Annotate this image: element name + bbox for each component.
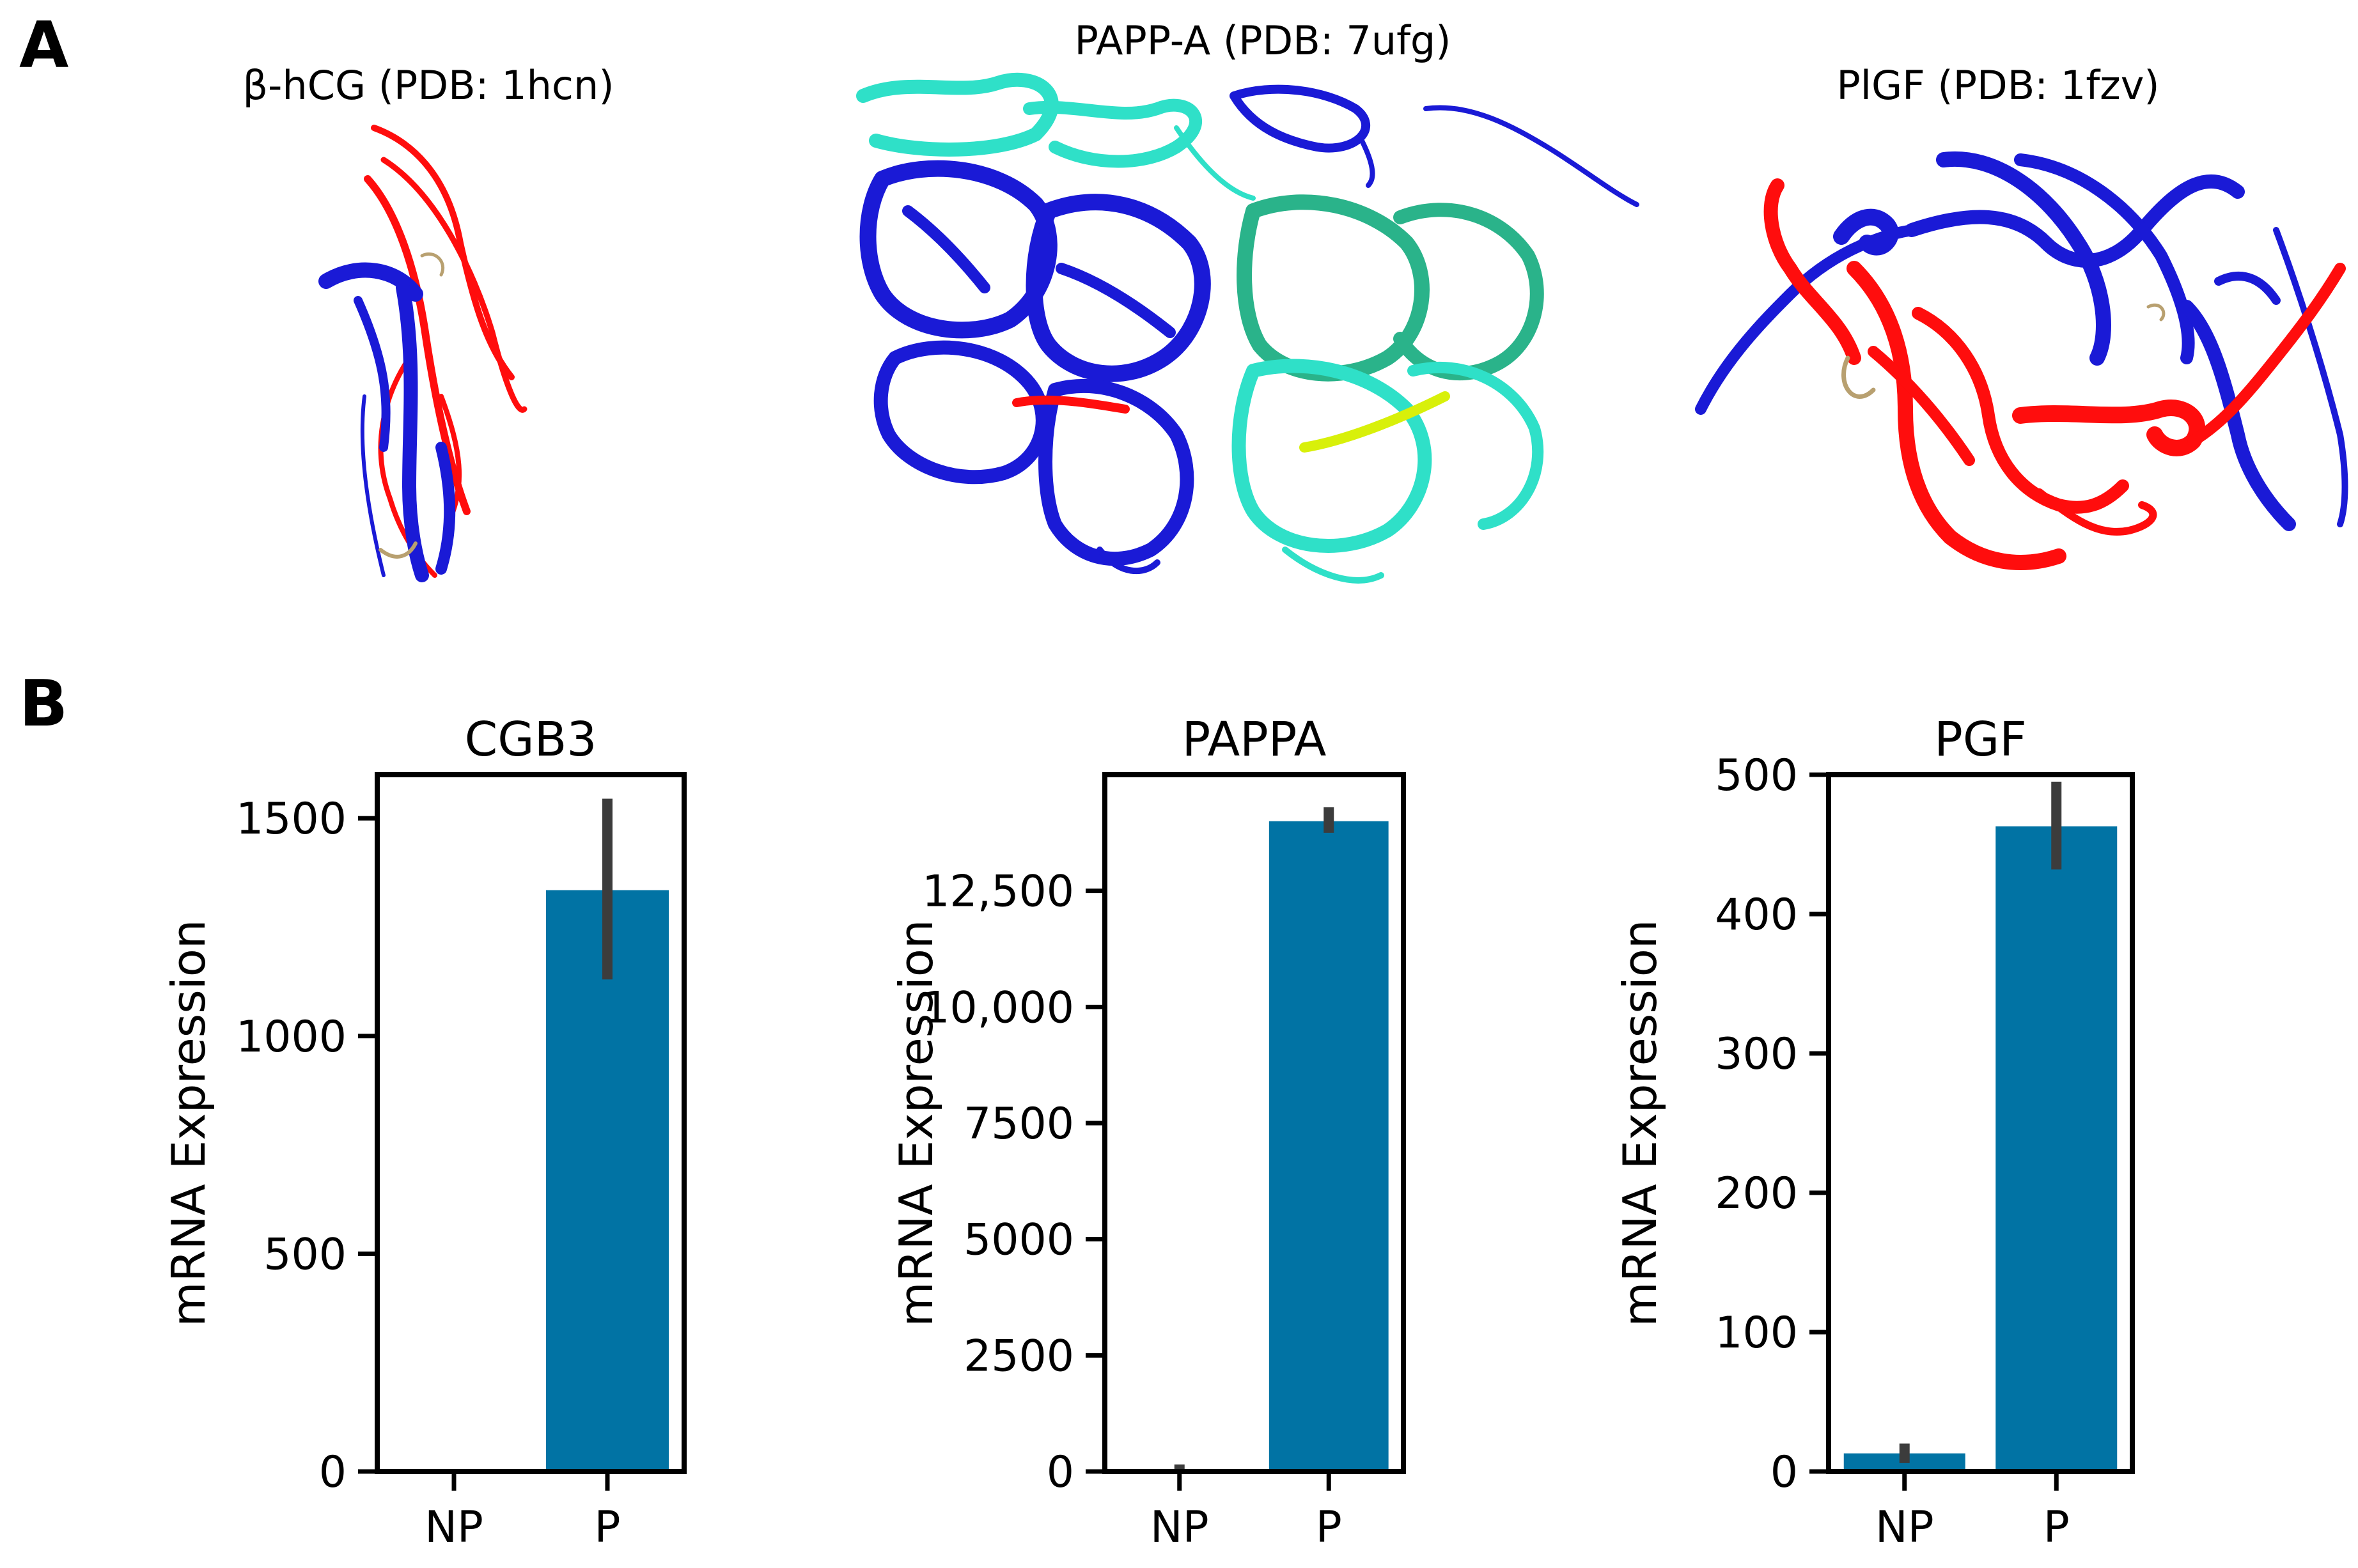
y-tick-label: 500 [263,1229,347,1280]
protein-ribbon-icon-1hcn [318,125,527,582]
chart-3: 0 100 200 300 400 500 NP P PGF mRNA Expression [1613,712,2135,1553]
x-tick-label: NP [1875,1502,1934,1553]
chart-2: 0 2500 5000 7500 10,000 12,500 NP P PAPPA mRNA Ex… [889,712,1406,1553]
y-tick-label: 0 [1770,1447,1798,1498]
y-tick-label: 300 [1715,1029,1798,1080]
structure-title-3: PlGF (PDB: 1fzv) [1836,62,2159,109]
y-tick-label: 10,000 [922,982,1074,1033]
structure-title-1: β-hCG (PDB: 1hcn) [242,62,614,109]
panel-b-label: B [19,666,68,741]
y-axis-label: mRNA Expression [162,920,215,1327]
chart-1: 0 500 1000 1500 NP P CGB3 mRNA Expression [162,712,687,1553]
structure-title-2: PAPP-A (PDB: 7ufg) [1075,17,1451,64]
plot-frame [1826,772,2135,1474]
chart-title: PGF [1934,712,2027,767]
y-tick-label: 0 [319,1447,347,1498]
x-tick-label: P [2043,1502,2070,1553]
chart-title: PAPPA [1182,712,1327,767]
y-tick-label: 0 [1047,1447,1074,1498]
x-tick-label: NP [425,1502,483,1553]
y-tick-label: 400 [1715,890,1798,940]
bar-p [1269,821,1389,1471]
y-tick-label: 2500 [964,1331,1074,1381]
y-tick-label: 200 [1715,1168,1798,1219]
panel-a-label: A [19,8,68,82]
y-axis-label: mRNA Expression [889,920,943,1327]
protein-ribbon-icon-1fzv [1695,151,2348,570]
bar-p [546,890,669,1471]
y-axis-label: mRNA Expression [1613,920,1667,1327]
protein-ribbon-icon-7ufg [856,72,1639,584]
y-tick-label: 500 [1715,750,1798,801]
x-tick-label: P [1316,1502,1342,1553]
x-tick-label: P [594,1502,620,1553]
y-tick-label: 1500 [236,794,347,844]
bar-p [1995,826,2118,1471]
y-tick-label: 7500 [964,1099,1074,1149]
y-tick-label: 1000 [236,1012,347,1062]
plot-frame [375,772,687,1474]
x-tick-label: NP [1150,1502,1209,1553]
y-tick-label: 100 [1715,1308,1798,1358]
chart-title: CGB3 [465,712,597,767]
y-tick-label: 12,500 [922,867,1074,917]
y-tick-label: 5000 [964,1215,1074,1266]
